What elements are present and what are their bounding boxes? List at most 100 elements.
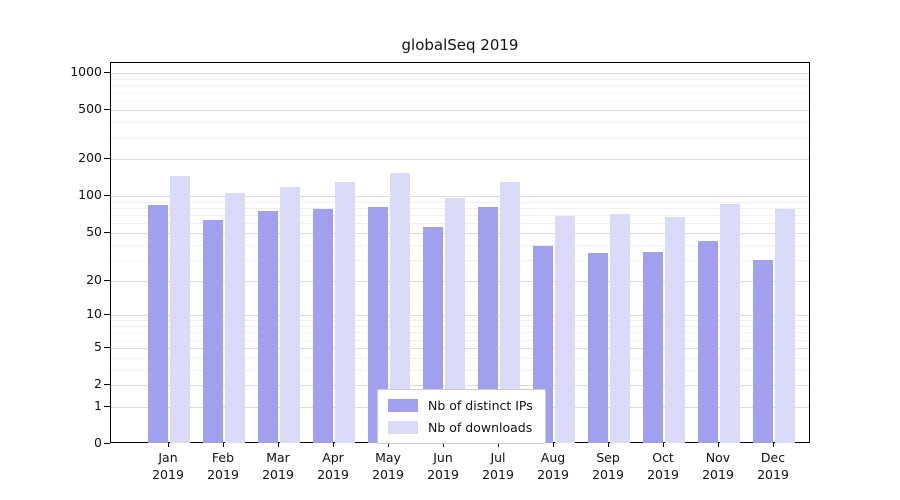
x-tick-mark [663, 443, 664, 447]
legend-row: Nb of distinct IPs [388, 398, 533, 413]
x-tick-year: 2019 [702, 466, 734, 482]
plot-area: Nb of distinct IPs Nb of downloads [110, 62, 810, 444]
y-tick-label: 10 [86, 306, 102, 322]
y-tick-label: 100 [78, 187, 102, 203]
bar-distinct-ips [478, 206, 498, 443]
legend-label: Nb of downloads [428, 420, 533, 435]
y-tick-label: 500 [78, 101, 102, 117]
bar-distinct-ips [203, 219, 223, 443]
gridline-major [111, 73, 809, 74]
x-tick-mark [608, 443, 609, 447]
y-tick-label: 20 [86, 271, 102, 287]
gridline-minor [111, 137, 809, 139]
gridline-minor [111, 100, 809, 102]
y-tick-label: 2 [94, 376, 102, 391]
legend-swatch [388, 421, 418, 434]
x-tick-month: Nov [705, 450, 731, 465]
gridline-major [111, 196, 809, 198]
legend-swatch [388, 399, 418, 412]
bar-downloads [335, 182, 355, 443]
bar-distinct-ips [753, 259, 773, 443]
x-tick-month: Apr [322, 450, 344, 465]
bar-downloads [610, 214, 630, 443]
x-tick-month: Feb [211, 450, 235, 465]
gridline-minor [111, 84, 809, 86]
x-tick-month: Oct [652, 450, 674, 465]
bar-distinct-ips [423, 226, 443, 443]
x-tick-year: 2019 [317, 466, 349, 482]
y-tick-mark [104, 158, 110, 160]
x-tick-mark [773, 443, 774, 447]
y-tick-label: 50 [86, 223, 102, 239]
x-tick-label: Sep 2019 [573, 450, 643, 484]
bar-distinct-ips [368, 206, 388, 443]
chart-title: globalSeq 2019 [401, 36, 519, 54]
x-tick-label: Jun 2019 [408, 450, 478, 484]
bar-downloads [665, 217, 685, 443]
legend-row: Nb of downloads [388, 420, 533, 435]
x-tick-year: 2019 [152, 466, 184, 482]
x-tick-mark [223, 443, 224, 447]
x-tick-mark [553, 443, 554, 447]
bar-distinct-ips [698, 240, 718, 443]
y-tick-mark [104, 314, 110, 316]
x-tick-month: Aug [540, 450, 566, 465]
x-tick-label: Jul 2019 [463, 450, 533, 484]
bar-downloads [225, 193, 245, 443]
bar-downloads [170, 176, 190, 443]
y-tick-label: 1000 [70, 64, 102, 79]
y-tick-label: 0 [94, 435, 102, 450]
x-tick-label: Aug 2019 [518, 450, 588, 484]
x-tick-label: Oct 2019 [628, 450, 698, 484]
x-tick-year: 2019 [207, 466, 239, 482]
legend-label: Nb of distinct IPs [428, 398, 533, 413]
x-tick-month: May [375, 450, 401, 465]
x-tick-label: Jan 2019 [133, 450, 203, 484]
x-tick-month: Sep [596, 450, 620, 465]
x-tick-label: May 2019 [353, 450, 423, 484]
x-tick-month: Jul [490, 450, 506, 465]
y-tick-mark [104, 279, 110, 281]
bar-downloads [445, 197, 465, 443]
y-tick-label: 5 [94, 338, 102, 354]
x-tick-mark [443, 443, 444, 447]
bar-downloads [555, 215, 575, 443]
x-tick-label: Dec 2019 [738, 450, 808, 484]
gridline-minor [111, 122, 809, 124]
bar-downloads [280, 187, 300, 443]
gridline-major [111, 159, 809, 161]
x-tick-month: Jun [433, 450, 453, 465]
bar-downloads [775, 209, 795, 443]
gridline-minor [111, 78, 809, 80]
y-tick-mark [104, 231, 110, 233]
bar-downloads [390, 172, 410, 443]
x-tick-year: 2019 [757, 466, 789, 482]
x-tick-month: Dec [760, 450, 786, 465]
x-tick-mark [278, 443, 279, 447]
y-tick-mark [104, 384, 110, 385]
y-tick-mark [104, 346, 110, 348]
bar-downloads [500, 182, 520, 443]
x-tick-year: 2019 [482, 466, 514, 482]
y-tick-mark [104, 405, 110, 407]
bar-distinct-ips [588, 253, 608, 443]
x-tick-year: 2019 [427, 466, 459, 482]
y-tick-mark [104, 109, 110, 111]
x-tick-label: Mar 2019 [243, 450, 313, 484]
bars-layer [111, 63, 809, 443]
legend: Nb of distinct IPs Nb of downloads [377, 389, 546, 444]
x-tick-year: 2019 [592, 466, 624, 482]
y-tick-label: 1 [94, 397, 102, 413]
bar-distinct-ips [148, 204, 168, 443]
bar-downloads [720, 204, 740, 443]
gridline-major [111, 110, 809, 112]
x-tick-year: 2019 [647, 466, 679, 482]
gridline-minor [111, 92, 809, 94]
x-tick-year: 2019 [372, 466, 404, 482]
x-tick-year: 2019 [537, 466, 569, 482]
x-tick-mark [168, 443, 169, 447]
x-tick-label: Apr 2019 [298, 450, 368, 484]
bar-distinct-ips [643, 251, 663, 443]
x-tick-mark [498, 443, 499, 447]
x-tick-mark [388, 443, 389, 447]
